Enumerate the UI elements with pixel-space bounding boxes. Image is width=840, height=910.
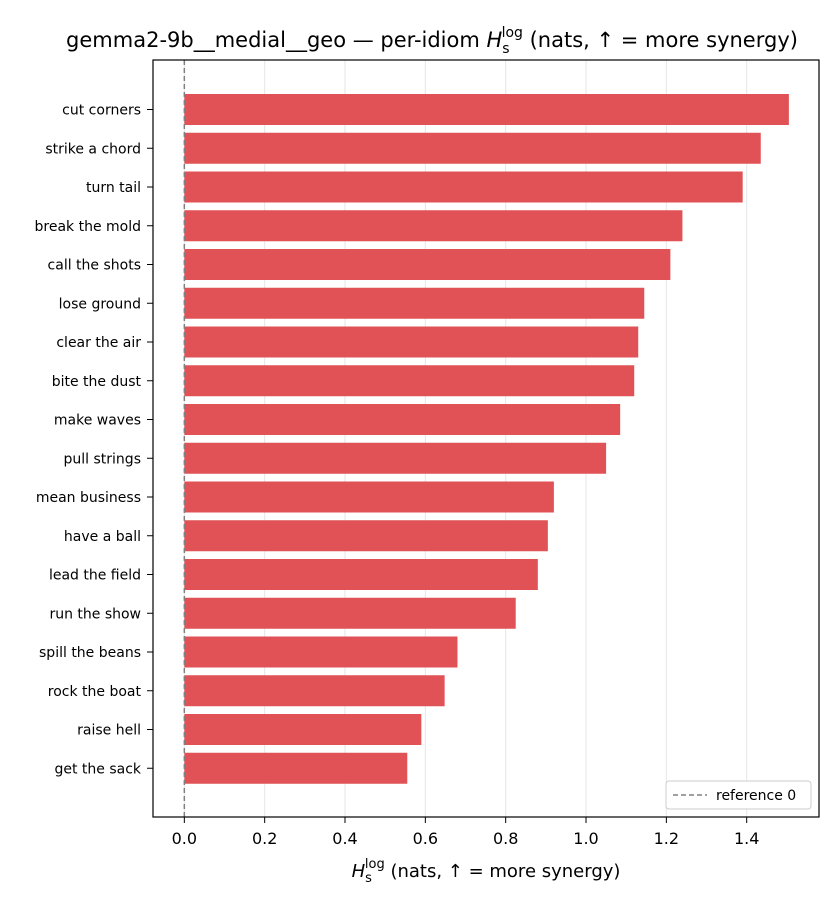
x-tick-label: 0.4 (332, 829, 357, 848)
chart-title-prefix: gemma2-9b__medial__geo — per-idiom (66, 28, 486, 53)
bar (184, 752, 408, 784)
legend: reference 0 (665, 780, 812, 810)
bar (184, 132, 761, 164)
x-tick-label: 1.0 (573, 829, 598, 848)
category-label: lead the field (49, 568, 141, 584)
x-axis-label-sub: s (365, 871, 372, 886)
plot-frame (152, 59, 820, 818)
category-label: raise hell (77, 723, 141, 739)
category-label: have a ball (64, 529, 141, 545)
x-tick-label: 0.8 (493, 829, 518, 848)
bar (184, 442, 607, 474)
x-tick-label: 1.2 (654, 829, 679, 848)
category-label: run the show (49, 606, 141, 622)
category-labels: cut corners strike a chord turn tail break … (35, 103, 153, 777)
bar (184, 210, 683, 242)
bar (184, 249, 671, 280)
category-label: mean business (36, 490, 141, 506)
category-label: make waves (54, 413, 141, 429)
bar (184, 714, 422, 745)
category-label: cut corners (62, 103, 141, 119)
bars (184, 94, 789, 784)
category-label: turn tail (86, 180, 141, 196)
x-tick-label: 1.4 (734, 829, 759, 848)
category-label: spill the beans (39, 645, 141, 661)
bar (184, 171, 743, 203)
bar (184, 597, 516, 629)
legend-label-reference: reference 0 (716, 788, 796, 804)
bar (184, 675, 445, 707)
x-tick-label: 0.0 (172, 829, 197, 848)
category-label: get the sack (54, 761, 141, 777)
chart-title-symbol: H (487, 28, 503, 52)
category-label: pull strings (64, 451, 141, 467)
legend-box (665, 780, 812, 810)
bar (184, 94, 789, 125)
category-label: break the mold (35, 219, 142, 235)
category-label: clear the air (56, 335, 141, 351)
bar (184, 559, 538, 590)
bar (184, 287, 645, 319)
bar (184, 636, 458, 668)
x-tick-label: 0.6 (413, 829, 438, 848)
x-tick-label: 0.2 (252, 829, 277, 848)
chart-title: gemma2-9b__medial__geo — per-idiom Hslog… (66, 25, 798, 57)
category-label: lose ground (59, 296, 141, 312)
bar (184, 404, 621, 435)
category-label: rock the boat (48, 684, 142, 700)
chart-title-sub: s (502, 41, 509, 57)
bar (184, 365, 635, 397)
category-label: strike a chord (45, 141, 141, 157)
chart-title-suffix: (nats, ↑ = more synergy) (523, 28, 798, 52)
x-axis-label-sup: log (365, 857, 385, 872)
category-label: call the shots (48, 258, 141, 274)
bar (184, 326, 639, 358)
bar (184, 520, 548, 552)
x-axis-label-symbol: H (352, 861, 366, 882)
bar (184, 481, 554, 513)
chart-title-sup: log (502, 25, 523, 41)
x-axis-label: Hslog (nats, ↑ = more synergy) (352, 857, 621, 886)
x-axis-ticks: 0.0 0.2 0.4 0.6 0.8 1.0 1.2 1.4 (172, 817, 759, 848)
category-label: bite the dust (52, 374, 142, 390)
x-axis-label-suffix: (nats, ↑ = more synergy) (385, 861, 621, 882)
